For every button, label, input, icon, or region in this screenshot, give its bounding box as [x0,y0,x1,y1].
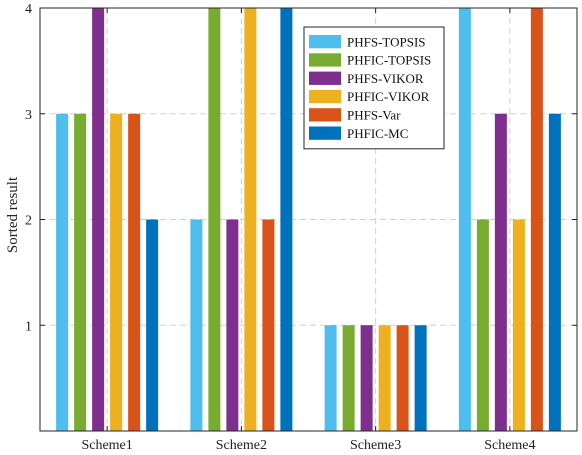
bar-PHFIC-TOPSIS-Scheme4 [476,219,489,431]
legend-label-PHFS-VIKOR: PHFS-VIKOR [347,71,424,86]
series-PHFIC-VIKOR [110,8,525,431]
legend-swatch-PHFIC-VIKOR [309,89,341,104]
x-tick-label-Scheme4: Scheme4 [484,438,535,453]
bar-PHFS-VIKOR-Scheme3 [360,325,373,431]
bar-PHFS-TOPSIS-Scheme4 [458,8,471,431]
bar-PHFIC-VIKOR-Scheme2 [244,8,257,431]
bar-PHFS-VIKOR-Scheme2 [226,219,239,431]
x-tick-label-Scheme1: Scheme1 [81,438,132,453]
bar-PHFS-Var-Scheme4 [530,8,543,431]
bars [56,8,561,431]
bar-PHFIC-MC-Scheme3 [414,325,427,431]
series-PHFS-Var [128,8,543,431]
y-tick-label-2: 2 [25,214,32,229]
bar-PHFS-TOPSIS-Scheme1 [56,113,69,431]
bar-PHFS-Var-Scheme2 [262,219,275,431]
legend-label-PHFIC-TOPSIS: PHFIC-TOPSIS [347,53,431,68]
legend: PHFS-TOPSIS PHFIC-TOPSIS PHFS-VIKOR PHFIC-V… [303,26,445,150]
bar-PHFS-TOPSIS-Scheme3 [324,325,337,431]
legend-swatch-PHFS-Var [309,108,341,122]
x-tick-label-Scheme2: Scheme2 [216,438,267,453]
bar-PHFS-Var-Scheme1 [128,113,141,431]
bar-PHFIC-VIKOR-Scheme1 [110,113,123,431]
series-PHFIC-MC [146,8,561,431]
bar-PHFS-VIKOR-Scheme4 [494,113,507,431]
legend-swatch-PHFIC-MC [309,126,341,140]
x-tick-label-Scheme3: Scheme3 [350,438,401,453]
bar-PHFS-TOPSIS-Scheme2 [190,219,203,431]
bar-PHFIC-MC-Scheme1 [146,219,159,431]
bar-PHFIC-TOPSIS-Scheme3 [342,325,355,431]
bar-PHFIC-VIKOR-Scheme4 [512,219,525,431]
y-axis-label: Sorted result [5,176,21,253]
y-tick-label-1: 1 [25,319,32,334]
series-PHFS-TOPSIS [56,8,471,431]
legend-swatch-PHFS-TOPSIS [309,35,341,49]
legend-label-PHFS-TOPSIS: PHFS-TOPSIS [347,34,426,49]
legend-label-PHFIC-MC: PHFIC-MC [347,126,408,141]
bar-PHFIC-MC-Scheme4 [548,113,561,431]
series-PHFS-VIKOR [92,8,507,431]
bar-PHFIC-TOPSIS-Scheme1 [74,113,87,431]
legend-label-PHFS-Var: PHFS-Var [347,108,401,123]
legend-swatch-PHFS-VIKOR [309,71,341,85]
legend-swatch-PHFIC-TOPSIS [309,53,341,67]
legend-label-PHFIC-VIKOR: PHFIC-VIKOR [347,89,430,104]
series-PHFIC-TOPSIS [74,8,489,431]
bar-PHFS-Var-Scheme3 [396,325,409,431]
y-tick-label-4: 4 [25,2,32,17]
bar-PHFIC-VIKOR-Scheme3 [378,325,391,431]
bar-PHFIC-MC-Scheme2 [280,8,293,431]
bar-PHFIC-TOPSIS-Scheme2 [208,8,221,431]
axis-ticks: 1 2 3 4 Scheme1 Scheme2 Scheme3 Scheme4 [25,2,577,453]
y-tick-label-3: 3 [25,108,32,123]
bar-PHFS-VIKOR-Scheme1 [92,8,105,431]
